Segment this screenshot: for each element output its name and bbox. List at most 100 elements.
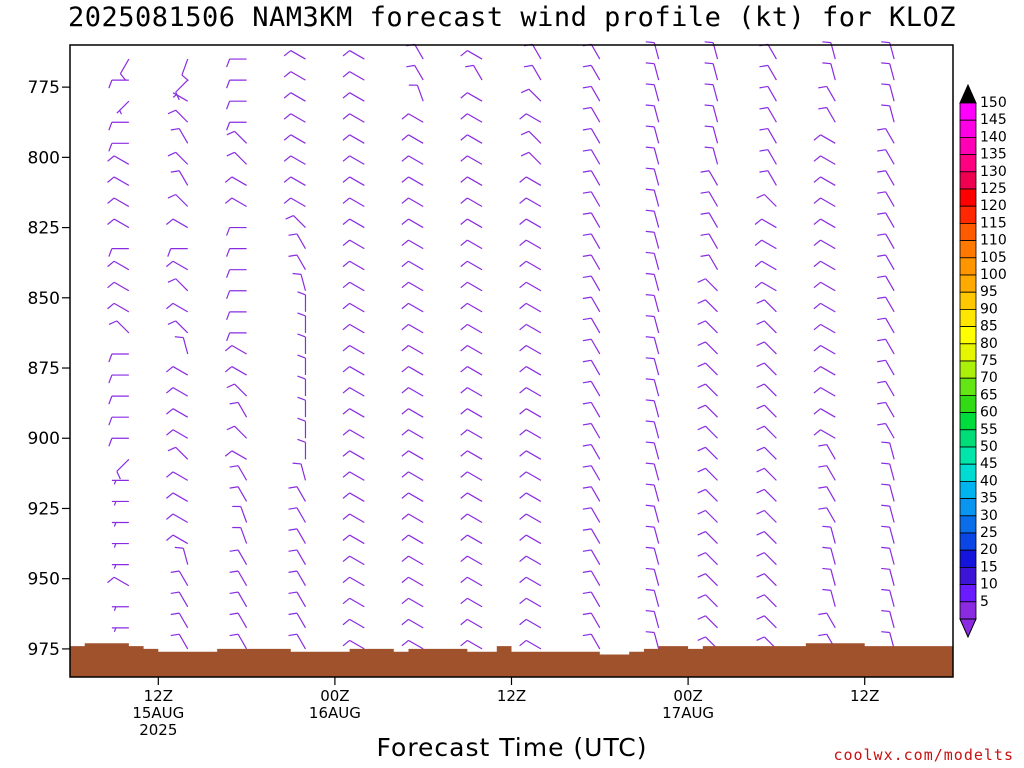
barb-flag bbox=[697, 425, 706, 431]
credit-link[interactable]: coolwx.com/modelts bbox=[833, 746, 1014, 764]
barb-flag bbox=[519, 555, 527, 563]
wind-barb bbox=[697, 383, 718, 397]
barb-flag bbox=[756, 341, 765, 347]
barb-shaft bbox=[820, 239, 836, 250]
barb-shaft bbox=[590, 549, 601, 565]
wind-barb bbox=[519, 576, 542, 587]
wind-barb bbox=[813, 344, 836, 355]
barb-flag bbox=[166, 534, 174, 541]
colorbar-label: 70 bbox=[980, 370, 998, 386]
wind-barb bbox=[297, 375, 307, 397]
barb-flag bbox=[756, 362, 765, 368]
barb-shaft bbox=[178, 612, 189, 629]
barb-flag bbox=[460, 260, 468, 268]
barb-flag bbox=[813, 239, 821, 247]
wind-barb bbox=[582, 633, 601, 650]
barb-shaft bbox=[172, 408, 189, 418]
wind-barb bbox=[582, 296, 601, 313]
barb-flag bbox=[401, 534, 409, 541]
barb-flag bbox=[519, 618, 527, 626]
barb-flag bbox=[813, 387, 821, 394]
barb-flag bbox=[759, 170, 768, 173]
wind-barb bbox=[700, 170, 719, 186]
barb-flag bbox=[645, 293, 655, 297]
barb-shaft bbox=[467, 429, 483, 439]
wind-barb bbox=[881, 483, 895, 502]
barb-shaft bbox=[763, 510, 777, 523]
wind-barb bbox=[108, 248, 129, 257]
barb-shaft bbox=[653, 253, 660, 270]
barb-flag bbox=[460, 576, 468, 584]
barb-flag bbox=[460, 302, 468, 310]
wind-barb bbox=[342, 134, 365, 144]
colorbar-segment bbox=[959, 480, 977, 499]
wind-barb bbox=[697, 404, 718, 418]
wind-barb bbox=[881, 83, 895, 102]
wind-barb bbox=[288, 254, 306, 271]
barb-flag bbox=[754, 281, 763, 289]
barb-shaft bbox=[467, 134, 483, 144]
colorbar-label: 5 bbox=[980, 594, 989, 610]
wind-barb bbox=[697, 615, 718, 629]
barb-flag bbox=[881, 104, 890, 107]
barb-flag bbox=[582, 443, 592, 447]
barb-half-flag bbox=[113, 522, 117, 527]
barb-shaft bbox=[525, 513, 542, 524]
colorbar-label: 60 bbox=[980, 405, 998, 421]
barb-flag bbox=[881, 441, 890, 444]
barb-flag bbox=[460, 408, 468, 415]
wind-barb bbox=[229, 612, 248, 629]
barb-shaft bbox=[473, 65, 483, 81]
barb-flag bbox=[877, 191, 886, 194]
wind-barb bbox=[166, 513, 189, 524]
barb-shaft bbox=[712, 126, 719, 144]
barb-flag bbox=[166, 471, 174, 478]
wind-barb bbox=[465, 64, 483, 81]
barb-shaft bbox=[296, 486, 306, 502]
colorbar-over-arrow bbox=[959, 83, 977, 104]
barb-shaft bbox=[761, 260, 777, 271]
barb-flag bbox=[697, 404, 706, 410]
barb-shaft bbox=[525, 366, 542, 376]
colorbar-segment bbox=[959, 102, 977, 121]
wind-barb bbox=[342, 239, 365, 250]
barb-shaft bbox=[653, 63, 660, 81]
barb-shaft bbox=[237, 465, 248, 481]
barb-flag bbox=[342, 197, 350, 204]
wind-barb bbox=[107, 176, 130, 186]
wind-barb bbox=[813, 260, 836, 271]
wind-barb bbox=[108, 437, 129, 447]
colorbar-label: 90 bbox=[980, 301, 998, 317]
barb-flag bbox=[401, 218, 409, 225]
wind-barb bbox=[226, 100, 247, 110]
barb-flag bbox=[756, 594, 765, 599]
wind-barb bbox=[108, 395, 129, 405]
barb-shaft bbox=[231, 450, 247, 460]
barb-flag bbox=[226, 248, 231, 257]
wind-barb bbox=[582, 528, 601, 544]
wind-barb bbox=[697, 341, 718, 355]
barb-flag bbox=[813, 260, 821, 268]
barb-flag bbox=[754, 239, 763, 247]
barb-flag bbox=[700, 170, 710, 173]
barb-shaft bbox=[590, 360, 601, 376]
wind-barb bbox=[704, 146, 719, 165]
x-tick-label: 15AUG bbox=[132, 704, 184, 722]
barb-shaft bbox=[885, 233, 895, 249]
barb-shaft bbox=[408, 429, 424, 439]
wind-barb bbox=[166, 408, 189, 418]
barb-shaft bbox=[467, 450, 483, 460]
barb-flag bbox=[342, 176, 350, 183]
barb-shaft bbox=[525, 218, 542, 229]
barb-flag bbox=[582, 380, 592, 384]
wind-barb bbox=[519, 113, 542, 123]
barb-shaft bbox=[590, 128, 601, 144]
barb-flag bbox=[342, 471, 350, 478]
barb-shaft bbox=[525, 113, 542, 123]
colorbar-label: 140 bbox=[980, 129, 1007, 145]
barb-flag bbox=[519, 176, 527, 183]
wind-barb bbox=[401, 260, 424, 271]
barb-shaft bbox=[590, 170, 601, 186]
wind-barb bbox=[519, 597, 542, 608]
wind-barb bbox=[700, 233, 719, 249]
